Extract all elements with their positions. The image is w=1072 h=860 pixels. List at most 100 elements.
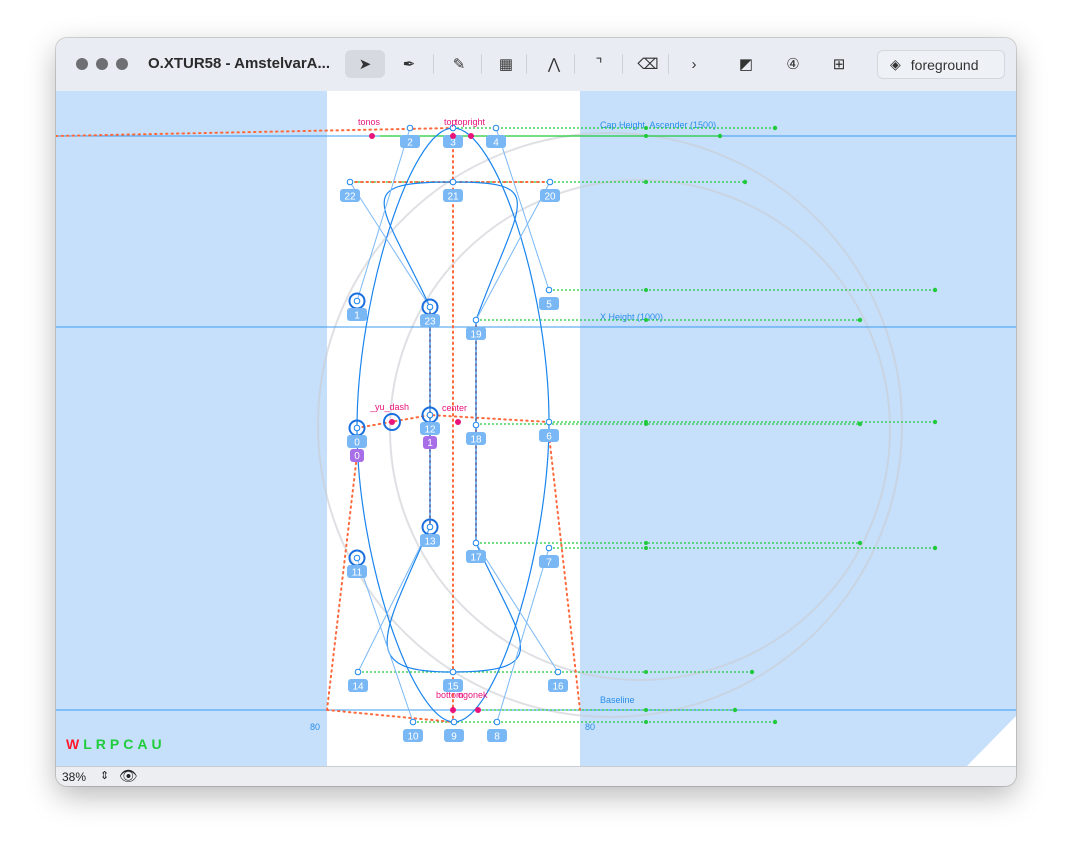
point-12[interactable]	[426, 411, 434, 419]
minimize-button[interactable]	[96, 58, 108, 70]
preview-eye-icon[interactable]: 👁	[119, 768, 139, 785]
alignment-dot	[644, 134, 648, 138]
zoom-button[interactable]	[116, 58, 128, 70]
alignment-dot	[644, 708, 648, 712]
alignment-dot	[644, 288, 648, 292]
point-15[interactable]	[449, 668, 457, 676]
point-7[interactable]	[545, 544, 553, 552]
point-13[interactable]	[426, 523, 434, 531]
eraser-tool-button[interactable]: ⌫	[628, 50, 668, 78]
handle-line	[496, 547, 550, 723]
glyph-advance-box	[327, 91, 580, 766]
point-14[interactable]	[354, 668, 362, 676]
anchor-center[interactable]	[455, 419, 461, 425]
point-10[interactable]	[409, 718, 417, 726]
point-11[interactable]	[353, 554, 361, 562]
point-label-bg	[466, 550, 486, 563]
point-6[interactable]	[545, 418, 553, 426]
anchor-topright[interactable]	[468, 133, 474, 139]
component-tool-button[interactable]: ④	[773, 50, 813, 78]
point-label-bg	[466, 327, 486, 340]
anchor-label-tonos: tonos	[358, 117, 381, 127]
zoom-stepper-icon[interactable]: ⇕	[100, 770, 110, 782]
point-21[interactable]	[449, 178, 457, 186]
point-label-bg	[539, 429, 559, 442]
toolbar-separator	[622, 54, 623, 74]
point-5[interactable]	[545, 286, 553, 294]
layer-selector-button[interactable]: ◈ foreground	[877, 50, 1005, 79]
point-9[interactable]	[450, 718, 458, 726]
component-label: 1	[427, 438, 433, 449]
zoom-level[interactable]: 38%	[62, 770, 87, 784]
baseline-label: Baseline	[600, 695, 635, 705]
handle-line	[475, 542, 559, 673]
point-label-bg	[420, 534, 440, 547]
add-component-tool-button[interactable]: ⊞	[819, 50, 859, 78]
toolbar-separator	[668, 54, 669, 74]
glyph-canvas[interactable]: Cap Height, Ascender (1500) X Height (100…	[56, 91, 1016, 766]
alignment-dot	[749, 669, 755, 675]
script-code[interactable]: C	[123, 736, 138, 752]
point-label: 20	[544, 192, 556, 203]
point-label: 9	[451, 732, 457, 743]
point-17[interactable]	[472, 539, 480, 547]
status-bar: 38% ⇕ 👁	[56, 766, 1016, 786]
alignment-dot	[857, 317, 863, 323]
point-label-bg	[400, 135, 420, 148]
skeleton-tool-button[interactable]: ⋀	[534, 50, 574, 78]
point-label: 12	[424, 425, 436, 436]
eraser-icon: ⌫	[637, 56, 659, 73]
toolbar-separator	[433, 54, 434, 74]
corner-tool-button[interactable]: ⌝	[579, 50, 619, 78]
point-0[interactable]	[353, 424, 361, 432]
script-code[interactable]: L	[83, 736, 96, 752]
toolbar-separator	[526, 54, 527, 74]
point-label: 5	[546, 300, 552, 311]
point-2[interactable]	[406, 124, 414, 132]
mask-tool-button[interactable]: ◩	[726, 50, 766, 78]
right-sidebearing: 80	[585, 722, 595, 732]
point-label: 7	[546, 558, 552, 569]
point-label-bg	[486, 135, 506, 148]
point-label-bg	[348, 679, 368, 692]
close-button[interactable]	[76, 58, 88, 70]
anchor-yu-dash-ring[interactable]	[383, 413, 401, 431]
left-sidebearing: 80	[310, 722, 320, 732]
glyph-drawing[interactable]: Cap Height, Ascender (1500) X Height (100…	[56, 91, 1016, 766]
alignment-dot	[932, 545, 938, 551]
point-4[interactable]	[492, 124, 500, 132]
measure-tool-button[interactable]: ▦	[486, 50, 526, 78]
point-8[interactable]	[493, 718, 501, 726]
point-label: 11	[352, 568, 363, 579]
point-22[interactable]	[346, 178, 354, 186]
point-19[interactable]	[472, 316, 480, 324]
anchor-ogonek[interactable]	[475, 707, 481, 713]
point-label: 19	[470, 330, 482, 341]
point-18[interactable]	[472, 421, 480, 429]
point-3[interactable]	[449, 124, 457, 132]
anchor-bottom[interactable]	[450, 707, 456, 713]
component-label-bg	[350, 449, 364, 462]
point-20[interactable]	[546, 178, 554, 186]
point-16[interactable]	[554, 668, 562, 676]
point-1[interactable]	[353, 297, 361, 305]
more-tools-button[interactable]: ›	[674, 50, 714, 78]
script-code[interactable]: W	[66, 736, 84, 752]
script-code[interactable]: U	[151, 736, 166, 752]
alignment-dot	[932, 419, 938, 425]
anchor-yu_dash[interactable]	[389, 419, 395, 425]
handle-line	[357, 526, 431, 673]
script-code[interactable]: R	[95, 736, 110, 752]
script-code[interactable]: A	[137, 736, 152, 752]
point-label-bg	[340, 189, 360, 202]
anchor-tonos[interactable]	[369, 133, 375, 139]
script-code[interactable]: P	[109, 736, 124, 752]
point-label-bg	[420, 422, 440, 435]
point-23[interactable]	[426, 303, 434, 311]
titlebar: O.XTUR58 - AmstelvarA... ➤ ✒ ✎ ▦ ⋀ ⌝ ⌫ › ◩ ④ ⊞ ◈ f…	[56, 38, 1016, 92]
anchor-top[interactable]	[450, 133, 456, 139]
knife-tool-button[interactable]: ✎	[439, 50, 479, 78]
alignment-dot	[742, 179, 748, 185]
pen-tool-button[interactable]: ✒	[389, 50, 429, 78]
pointer-tool-button[interactable]: ➤	[345, 50, 385, 78]
